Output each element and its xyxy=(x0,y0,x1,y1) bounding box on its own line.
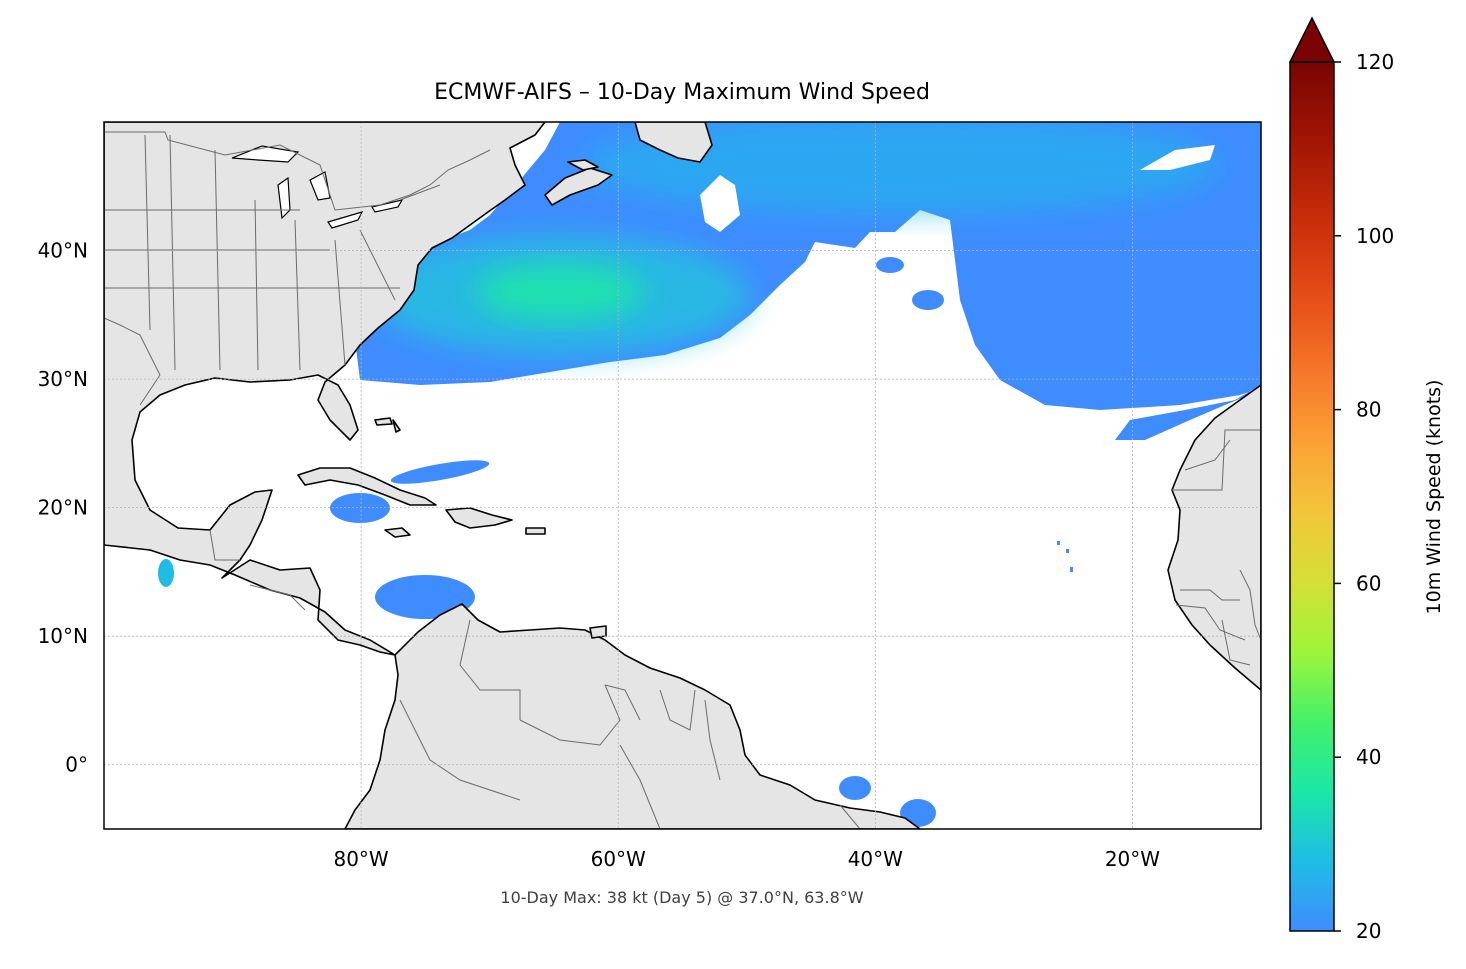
map-frame xyxy=(103,121,1262,830)
border-state-6 xyxy=(214,149,221,371)
y-tick-label: 40°N xyxy=(38,239,88,263)
border-sa-8 xyxy=(839,804,861,829)
colorbar-tick-label: 80 xyxy=(1356,398,1381,422)
wind-gap-2 xyxy=(1140,145,1215,170)
border-africa-6 xyxy=(1221,619,1251,666)
colorbar-tick-label: 20 xyxy=(1356,919,1381,943)
land-newfoundland xyxy=(634,122,713,163)
border-africa-5 xyxy=(1239,569,1261,641)
border-state-5 xyxy=(169,134,176,371)
map-title: ECMWF-AIFS – 10-Day Maximum Wind Speed xyxy=(434,80,930,105)
land-nova-scotia xyxy=(544,167,613,206)
land-cuba xyxy=(297,467,437,506)
border-africa-4 xyxy=(1175,604,1246,641)
great-lakes xyxy=(231,145,404,229)
lake-superior xyxy=(231,145,300,163)
wind-field-max-core xyxy=(475,264,645,320)
wind-patch-azores xyxy=(912,290,944,310)
border-state-8 xyxy=(294,219,301,371)
wind-patch-pacific xyxy=(158,559,174,587)
x-tick-label: 20°W xyxy=(1105,847,1160,871)
border-sa-4 xyxy=(659,689,696,731)
y-tick-label: 10°N xyxy=(38,624,88,648)
border-state-7 xyxy=(254,199,259,371)
colorbar-gradient xyxy=(1290,62,1334,931)
border-state-4 xyxy=(144,134,151,331)
political-borders xyxy=(104,131,1261,829)
land-puerto-rico xyxy=(525,527,546,535)
land-north-america xyxy=(104,122,546,656)
wind-patch-dot-3 xyxy=(1070,567,1073,572)
wind-patch-dot-1 xyxy=(1057,541,1060,545)
colorbar: 20 40 60 80 100 120 10m Wind Speed (knots) xyxy=(1288,16,1445,943)
wind-patch-dot-2 xyxy=(1066,549,1069,553)
land-south-america xyxy=(344,603,921,829)
land xyxy=(104,122,1261,829)
land-bahamas-1 xyxy=(374,417,393,426)
colorbar-tick-label: 40 xyxy=(1356,745,1381,769)
max-wind-annotation: 10-Day Max: 38 kt (Day 5) @ 37.0°N, 63.8… xyxy=(500,888,863,907)
border-sa-1 xyxy=(459,619,521,720)
x-tick-label: 60°W xyxy=(591,847,646,871)
x-tick-label: 40°W xyxy=(848,847,903,871)
wind-gap-1 xyxy=(700,175,740,232)
colorbar-extend-max xyxy=(1288,16,1336,63)
land-jamaica xyxy=(384,527,411,538)
border-state-9 xyxy=(334,239,346,366)
border-central-america-2 xyxy=(249,584,306,611)
border-africa-3 xyxy=(1180,589,1240,601)
border-sa-2 xyxy=(519,684,621,746)
y-tick-label: 30°N xyxy=(38,367,88,391)
wind-patch-caribbean xyxy=(375,575,475,619)
land-africa xyxy=(1167,384,1261,691)
border-sa-3 xyxy=(604,684,641,721)
colorbar-ticks: 20 40 60 80 100 120 xyxy=(1334,50,1394,943)
y-tick-label: 20°N xyxy=(38,496,88,520)
border-us-canada xyxy=(104,131,491,211)
colorbar-label: 10m Wind Speed (knots) xyxy=(1423,380,1445,615)
wind-field xyxy=(158,122,1261,827)
border-central-america-1 xyxy=(209,529,240,561)
wind-field-north-core xyxy=(580,122,1220,215)
border-sa-7 xyxy=(619,744,661,829)
y-axis-ticks: 40°N 30°N 20°N 10°N 0° xyxy=(38,239,88,777)
wind-patch-mid xyxy=(876,257,904,273)
map-panel: 80°W 60°W 40°W 20°W 40°N 30°N 20°N 10°N 0° xyxy=(38,121,1262,871)
border-africa-1 xyxy=(1172,429,1261,491)
border-state-11 xyxy=(399,184,441,201)
border-sa-5 xyxy=(704,699,721,781)
land-pei xyxy=(567,159,599,171)
colorbar-tick-label: 120 xyxy=(1356,50,1394,74)
border-us-mexico xyxy=(104,317,161,406)
x-axis-ticks: 80°W 60°W 40°W 20°W xyxy=(333,847,1160,871)
border-africa-2 xyxy=(1184,439,1231,471)
wind-patch-bahamas xyxy=(390,460,490,484)
gridlines xyxy=(104,122,1261,829)
y-tick-label: 0° xyxy=(65,753,88,777)
x-tick-label: 80°W xyxy=(333,847,388,871)
wind-patch-south-1 xyxy=(839,776,871,800)
colorbar-tick-label: 100 xyxy=(1356,224,1394,248)
lake-erie xyxy=(327,211,364,229)
border-state-10 xyxy=(359,229,396,301)
colorbar-tick-label: 60 xyxy=(1356,571,1381,595)
land-hispaniola xyxy=(445,507,513,529)
colorbar-frame xyxy=(1289,61,1335,932)
land-bahamas-2 xyxy=(392,419,401,433)
lake-ontario xyxy=(371,199,404,213)
border-sa-6 xyxy=(399,699,521,801)
